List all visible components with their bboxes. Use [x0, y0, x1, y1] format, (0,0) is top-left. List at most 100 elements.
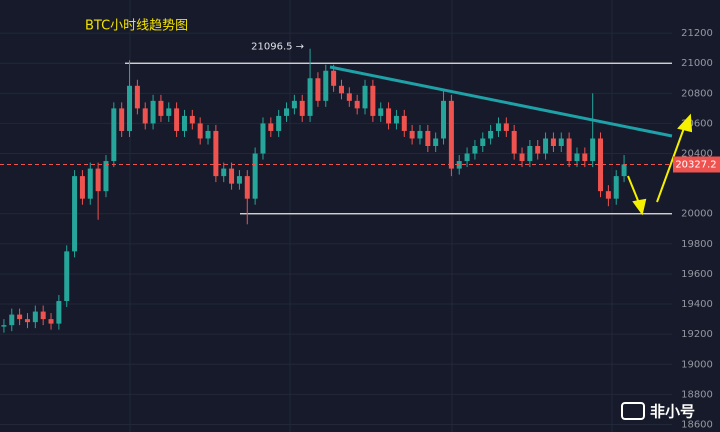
- annotation: 21096.5 →: [251, 42, 304, 53]
- candle-body: [48, 319, 54, 324]
- candle-body: [527, 146, 533, 162]
- y-tick-label: 21000: [681, 58, 713, 69]
- y-tick-label: 19800: [681, 239, 713, 250]
- candle-body: [574, 153, 580, 162]
- candle-body: [142, 108, 148, 124]
- candle-body: [315, 78, 321, 101]
- candle-body: [221, 168, 227, 177]
- candle-body: [307, 78, 313, 116]
- candle-body: [87, 168, 93, 199]
- y-tick-label: 19600: [681, 269, 713, 280]
- candle-body: [229, 168, 235, 184]
- watermark: 非小号: [621, 402, 695, 421]
- candle-body: [95, 168, 101, 192]
- candle-body: [346, 93, 352, 101]
- candle-body: [543, 138, 549, 154]
- candle-body: [582, 153, 588, 162]
- y-tick-label: 20000: [681, 209, 713, 220]
- candle-body: [252, 153, 258, 199]
- candle-body: [535, 146, 541, 154]
- arrow-head: [632, 198, 647, 216]
- candle-body: [134, 85, 140, 109]
- candle-body: [464, 153, 470, 162]
- arrows: [627, 113, 693, 216]
- y-tick-label: 19000: [681, 359, 713, 370]
- y-tick-label: 20800: [681, 88, 713, 99]
- candle-body: [598, 138, 604, 192]
- arrow-up: [656, 127, 685, 203]
- candle-body: [189, 115, 195, 124]
- chart-title: BTC小时线趋势图: [85, 18, 188, 34]
- candle-body: [72, 176, 78, 252]
- candle-body: [276, 115, 282, 131]
- candle-body: [480, 138, 486, 147]
- candle-body: [472, 146, 478, 154]
- candle-body: [362, 85, 368, 109]
- candle-body: [338, 85, 344, 94]
- candle-body: [370, 85, 376, 116]
- candle-body: [291, 100, 297, 109]
- candle-body: [456, 161, 462, 169]
- candle-body: [9, 314, 15, 326]
- candle-body: [244, 176, 250, 199]
- candle-body: [150, 100, 156, 124]
- candle-body: [111, 108, 117, 162]
- y-tick-label: 18800: [681, 389, 713, 400]
- candle-body: [213, 130, 219, 177]
- candle-body: [417, 130, 423, 139]
- candle-body: [393, 115, 399, 124]
- candle-body: [197, 123, 203, 139]
- candle-body: [260, 123, 266, 154]
- candle-body: [558, 138, 564, 147]
- watermark-text: 非小号: [650, 403, 695, 421]
- trend-line: [329, 65, 673, 138]
- last-price-tag: [673, 156, 720, 173]
- candle-body: [32, 311, 38, 323]
- candle-body: [386, 108, 392, 124]
- candle-body: [621, 164, 627, 177]
- plot: 18600 18800 19000 19200 19400 19600 19800 20000…: [0, 28, 713, 430]
- candle-body: [103, 161, 109, 192]
- candle-body: [79, 176, 85, 199]
- candle-body: [441, 100, 447, 139]
- candle-body: [378, 108, 384, 116]
- candle-body: [613, 176, 619, 199]
- y-tick-label: 20400: [681, 149, 713, 160]
- candle-body: [503, 123, 509, 131]
- candle-body: [1, 325, 7, 327]
- candle-body: [354, 100, 360, 109]
- candle-body: [127, 85, 133, 131]
- candle-body: [590, 138, 596, 162]
- y-tick-label: 18600: [681, 419, 713, 430]
- candle-body: [56, 301, 62, 324]
- candle-body: [166, 108, 172, 116]
- candle-body: [119, 108, 125, 131]
- candle-body: [605, 191, 611, 199]
- y-tick-label: 19200: [681, 329, 713, 340]
- candle-body: [566, 138, 572, 162]
- last-price-label: 20327.2: [675, 159, 716, 170]
- candle-body: [17, 314, 23, 320]
- candle-body: [158, 100, 164, 116]
- candle-body: [511, 130, 517, 154]
- candle-body: [488, 130, 494, 139]
- candle-body: [401, 115, 407, 131]
- candle-body: [268, 123, 274, 131]
- candle-body: [323, 70, 329, 101]
- candle-body: [284, 108, 290, 116]
- candle-body: [433, 138, 439, 147]
- candle-body: [448, 100, 454, 169]
- arrow-head: [677, 113, 693, 133]
- y-tick-label: 21200: [681, 28, 713, 39]
- candle-body: [299, 100, 305, 116]
- candle-body: [64, 251, 70, 302]
- candle-body: [236, 176, 242, 184]
- watermark-logo: [621, 402, 645, 420]
- candle-body: [40, 311, 46, 320]
- candle-body: [331, 70, 337, 86]
- y-tick-label: 20600: [681, 118, 713, 129]
- candle-body: [409, 130, 415, 139]
- y-tick-label: 19400: [681, 299, 713, 310]
- candle-body: [181, 115, 187, 131]
